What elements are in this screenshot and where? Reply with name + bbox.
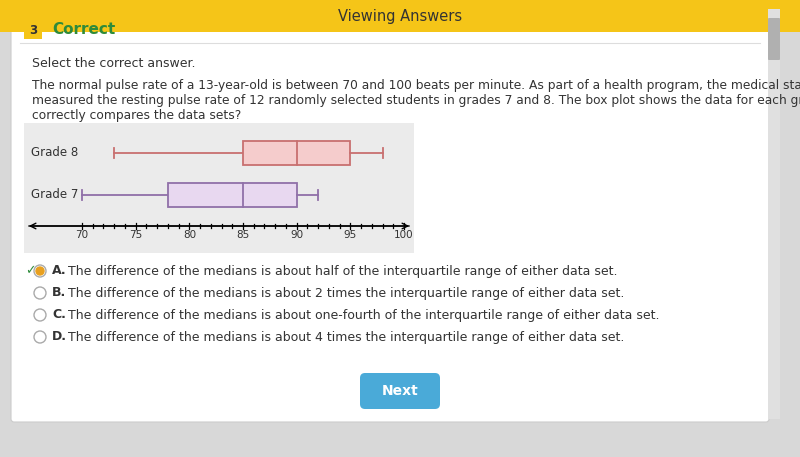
Bar (24, 123, 414, 253)
Text: 3: 3 (29, 23, 37, 37)
Bar (768, 9, 780, 419)
Circle shape (36, 267, 44, 275)
Text: Grade 7: Grade 7 (30, 188, 78, 202)
Bar (243, 141, 350, 165)
Text: Viewing Answers: Viewing Answers (338, 9, 462, 23)
Text: measured the resting pulse rate of 12 randomly selected students in grades 7 and: measured the resting pulse rate of 12 ra… (32, 94, 800, 107)
Bar (168, 183, 297, 207)
FancyBboxPatch shape (360, 373, 440, 409)
Text: C.: C. (52, 308, 66, 322)
Text: ✓: ✓ (25, 265, 35, 277)
Bar (0, 0, 800, 32)
Text: 80: 80 (182, 230, 196, 240)
Text: A.: A. (52, 265, 66, 277)
Text: The normal pulse rate of a 13-year-old is between 70 and 100 beats per minute. A: The normal pulse rate of a 13-year-old i… (32, 79, 800, 92)
Text: 85: 85 (236, 230, 250, 240)
Text: correctly compares the data sets?: correctly compares the data sets? (32, 109, 242, 122)
FancyBboxPatch shape (11, 6, 769, 422)
Text: D.: D. (52, 330, 67, 344)
Text: 100: 100 (394, 230, 414, 240)
Text: The difference of the medians is about 2 times the interquartile range of either: The difference of the medians is about 2… (68, 287, 624, 299)
Text: Select the correct answer.: Select the correct answer. (32, 57, 195, 70)
Text: The difference of the medians is about half of the interquartile range of either: The difference of the medians is about h… (68, 265, 618, 277)
Text: 70: 70 (75, 230, 89, 240)
Text: B.: B. (52, 287, 66, 299)
Text: 90: 90 (290, 230, 303, 240)
FancyBboxPatch shape (768, 18, 780, 60)
Text: Next: Next (382, 384, 418, 398)
Text: Grade 8: Grade 8 (30, 147, 78, 159)
Bar (24, 21, 42, 39)
Text: 95: 95 (344, 230, 357, 240)
Text: Correct: Correct (52, 22, 115, 37)
Text: 75: 75 (129, 230, 142, 240)
Text: The difference of the medians is about 4 times the interquartile range of either: The difference of the medians is about 4… (68, 330, 624, 344)
Text: The difference of the medians is about one-fourth of the interquartile range of : The difference of the medians is about o… (68, 308, 659, 322)
